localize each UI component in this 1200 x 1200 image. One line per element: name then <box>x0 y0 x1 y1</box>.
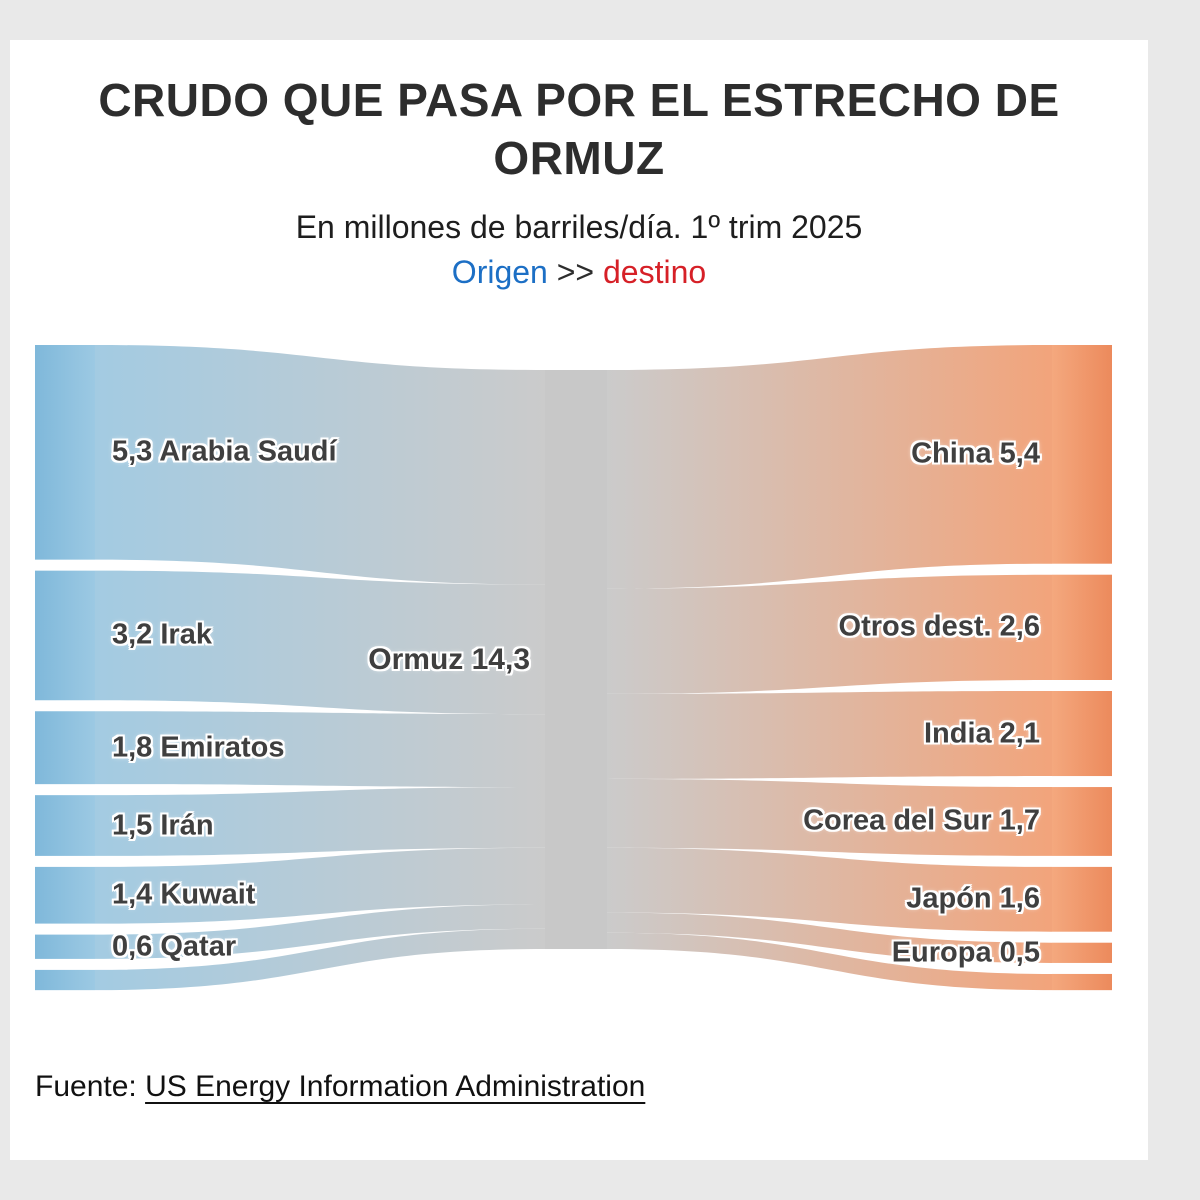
sankey-chart-area: Ormuz 14,3 5,3 Arabia Saudí 3,2 Irak 1,8 E… <box>35 345 1112 1010</box>
legend-separator: >> <box>556 254 595 290</box>
legend-destino-label: destino <box>603 254 707 290</box>
chart-subtitle: En millones de barriles/día. 1º trim 202… <box>295 209 863 245</box>
source-link[interactable]: US Energy Information Administration <box>145 1070 646 1103</box>
chart-title: CRUDO QUE PASA POR EL ESTRECHO DE ORMUZ <box>98 74 1060 184</box>
chart-card: CRUDO QUE PASA POR EL ESTRECHO DE ORMUZ … <box>10 40 1148 1160</box>
legend-origen-label: Origen <box>451 254 548 290</box>
legend-line: Origen >> destino <box>10 254 1148 291</box>
sankey-diagram <box>35 345 1112 991</box>
source-line: Fuente: US Energy Information Administra… <box>35 1070 645 1104</box>
source-prefix: Fuente: <box>35 1070 146 1103</box>
